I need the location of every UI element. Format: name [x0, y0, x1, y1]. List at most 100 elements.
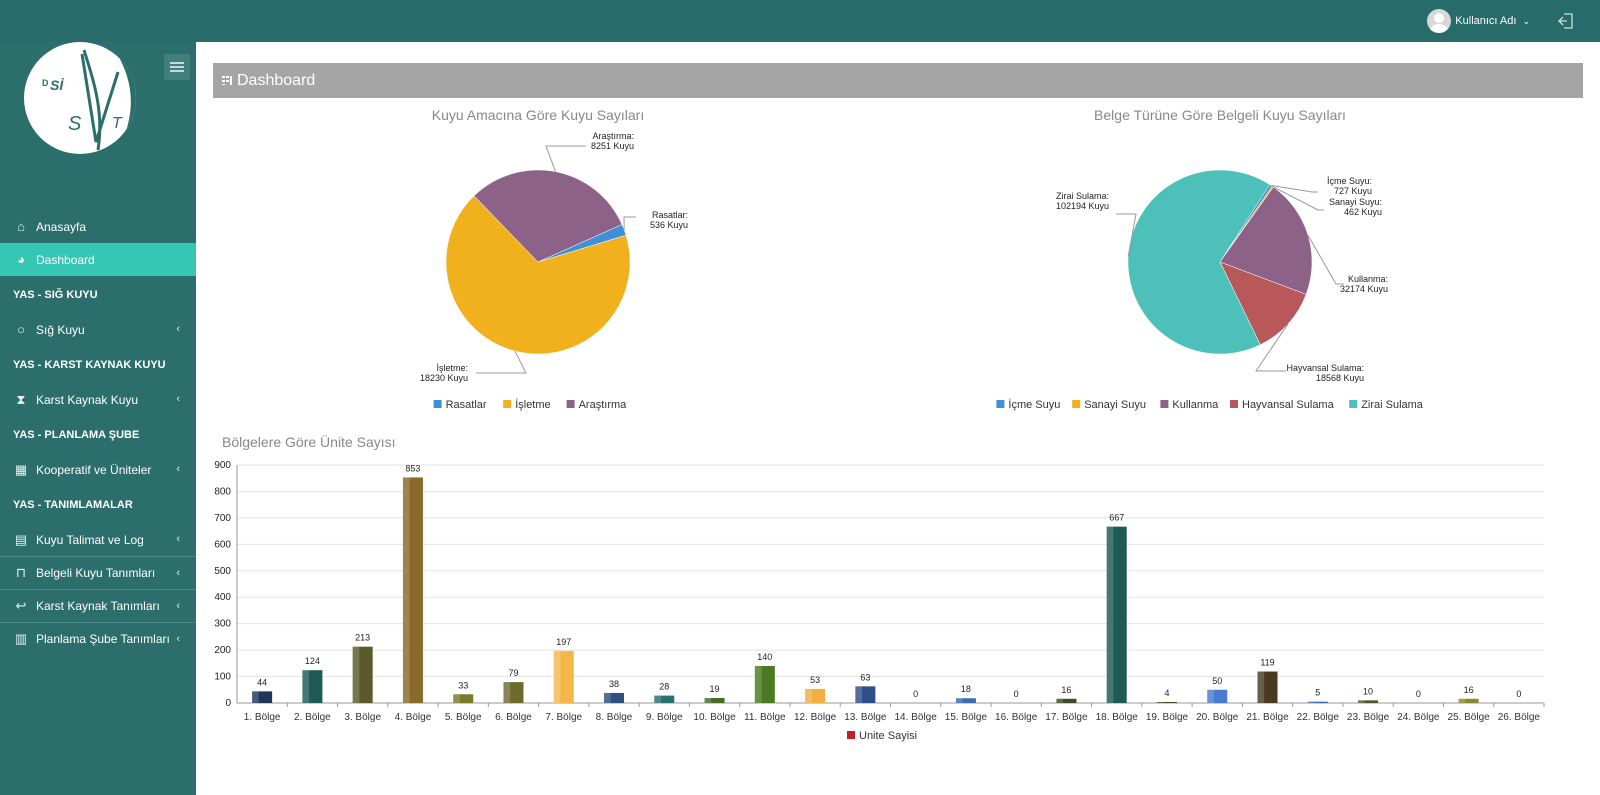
- bar-highlight: [1207, 689, 1214, 703]
- sidebar-item-label: Anasayfa: [36, 219, 87, 234]
- sidebar-section-header: YAS - KARST KAYNAK KUYU: [0, 346, 196, 383]
- data-label: 124: [305, 656, 320, 666]
- x-tick-label: 3. Bölge: [344, 712, 381, 723]
- legend-label: Rasatlar: [446, 399, 487, 411]
- data-label: 53: [810, 675, 820, 685]
- data-label: 28: [659, 682, 669, 692]
- user-menu[interactable]: Kullanıcı Adı ⌄: [1427, 9, 1530, 33]
- top-bar: Kullanıcı Adı ⌄: [0, 0, 1600, 42]
- legend-label: Hayvansal Sulama: [1242, 399, 1335, 411]
- svg-text:D: D: [42, 78, 49, 88]
- x-tick-label: 18. Bölge: [1096, 712, 1139, 723]
- logout-icon[interactable]: [1558, 12, 1574, 30]
- data-label: 140: [757, 652, 772, 662]
- circle-icon: ○: [17, 322, 25, 337]
- bar: [704, 697, 725, 703]
- data-label: 0: [913, 689, 918, 699]
- leader-line: [1307, 234, 1344, 285]
- data-label: 102194 Kuyu: [1056, 201, 1109, 211]
- bar-highlight: [654, 695, 661, 703]
- x-tick-label: 24. Bölge: [1397, 712, 1440, 723]
- sidebar-item-anasayfa[interactable]: ⌂ Anasayfa: [0, 210, 196, 243]
- data-label: 0: [1516, 689, 1521, 699]
- bar: [955, 698, 976, 703]
- leader-line: [1270, 184, 1318, 193]
- chart-title: Bölgelere Göre Ünite Sayısı: [222, 433, 396, 450]
- sidebar-item-karst-kaynak-kuyu[interactable]: ⧗ Karst Kaynak Kuyu ‹: [0, 383, 196, 416]
- legend-label: Zirai Sulama: [1361, 399, 1424, 411]
- bar-highlight: [1156, 701, 1164, 703]
- legend-swatch: [1072, 400, 1081, 408]
- sidebar-item-s-kuyu[interactable]: ○ Sığ Kuyu ‹: [0, 313, 196, 346]
- chevron-left-icon: ‹: [176, 463, 180, 475]
- sidebar-item-karst-kaynak-tan-mlar-[interactable]: ↩ Karst Kaynak Tanımları ‹: [0, 589, 196, 622]
- pie-slice: [445, 195, 631, 355]
- bar: [1257, 671, 1278, 703]
- sidebar-toggle-button[interactable]: [164, 54, 190, 80]
- y-tick-label: 700: [214, 513, 231, 524]
- user-name: Kullanıcı Adı: [1455, 15, 1517, 27]
- svg-text:T: T: [112, 115, 123, 132]
- sidebar-item-label: Karst Kaynak Tanımları: [36, 599, 160, 613]
- data-label: 4: [1164, 688, 1169, 698]
- legend-label: Sanayi Suyu: [1084, 399, 1146, 411]
- x-tick-label: 23. Bölge: [1347, 712, 1390, 723]
- bar: [352, 646, 373, 703]
- x-tick-label: 14. Bölge: [895, 712, 938, 723]
- sidebar-item-dashboard[interactable]: ◕ Dashboard: [0, 243, 196, 276]
- bar-highlight: [604, 692, 611, 703]
- legend-label: Kullanma: [1172, 399, 1219, 411]
- data-label: 5: [1315, 688, 1320, 698]
- cubes-icon: ▦: [14, 461, 28, 477]
- sidebar-item-planlama-ube-tan-mlar-[interactable]: ▥ Planlama Şube Tanımları ‹: [0, 622, 196, 655]
- sidebar-item-label: Kuyu Talimat ve Log: [36, 532, 144, 547]
- data-label: Zirai Sulama:: [1056, 191, 1109, 201]
- sidebar-item-belgeli-kuyu-tan-mlar-[interactable]: ⊓ Belgeli Kuyu Tanımları ‹: [0, 556, 196, 589]
- legend-swatch: [996, 400, 1005, 408]
- pie-slice: [1127, 169, 1271, 355]
- data-label: 16: [1464, 685, 1474, 695]
- bar: [503, 682, 524, 703]
- x-tick-label: 2. Bölge: [294, 712, 331, 723]
- data-label: 38: [609, 679, 619, 689]
- bar-highlight: [1358, 700, 1365, 703]
- data-label: 63: [860, 672, 870, 682]
- x-tick-label: 15. Bölge: [945, 712, 988, 723]
- data-label: 10: [1363, 686, 1373, 696]
- x-tick-label: 19. Bölge: [1146, 712, 1189, 723]
- y-tick-label: 600: [214, 539, 231, 550]
- data-label: 213: [355, 633, 370, 643]
- bar: [855, 686, 876, 703]
- x-tick-label: 22. Bölge: [1297, 712, 1340, 723]
- page-header: Dashboard: [213, 63, 1583, 98]
- svg-text:Sİ: Sİ: [50, 77, 64, 93]
- bar-highlight: [302, 670, 310, 703]
- leader-line: [1116, 213, 1137, 257]
- bar-chart-icon: ▥: [14, 631, 28, 646]
- leader-line: [1255, 323, 1289, 372]
- bar: [553, 650, 574, 703]
- bar: [1106, 526, 1127, 703]
- chevron-left-icon: ‹: [176, 393, 180, 405]
- data-label: Kullanma:: [1348, 274, 1388, 284]
- dashboard-icon: ◕: [17, 252, 25, 267]
- bar-highlight: [1056, 698, 1064, 703]
- data-label: 536 Kuyu: [650, 220, 688, 230]
- sidebar-item-kuyu-talimat-ve-log[interactable]: ▤ Kuyu Talimat ve Log ‹: [0, 523, 196, 556]
- file-icon: ▤: [14, 531, 28, 547]
- y-tick-label: 400: [214, 592, 231, 603]
- sidebar-item-label: Planlama Şube Tanımları: [36, 632, 170, 646]
- y-tick-label: 100: [214, 672, 231, 683]
- leader-line: [545, 145, 586, 172]
- bar: [402, 477, 423, 703]
- data-label: 33: [458, 680, 468, 690]
- legend-label: Unite Sayisi: [859, 730, 917, 742]
- bar: [1207, 689, 1228, 703]
- x-tick-label: 13. Bölge: [844, 712, 887, 723]
- bar-highlight: [402, 477, 410, 703]
- data-label: 32174 Kuyu: [1340, 284, 1388, 294]
- sidebar-item-kooperatif-ve-niteler[interactable]: ▦ Kooperatif ve Üniteler ‹: [0, 453, 196, 486]
- legend-swatch: [433, 400, 442, 408]
- chevron-left-icon: ‹: [176, 600, 180, 612]
- sidebar-item-label: Karst Kaynak Kuyu: [36, 392, 139, 407]
